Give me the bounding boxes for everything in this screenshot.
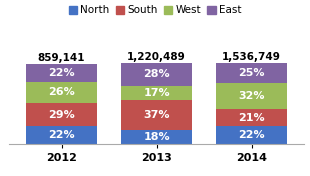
Bar	[121, 86, 192, 100]
Text: 21%: 21%	[238, 113, 265, 123]
Bar	[216, 109, 287, 126]
Text: 1,536,749: 1,536,749	[222, 52, 281, 62]
Bar	[216, 83, 287, 109]
Bar	[26, 82, 97, 103]
Text: 26%: 26%	[48, 87, 75, 97]
Bar	[26, 103, 97, 126]
Bar	[121, 130, 192, 144]
Text: 17%: 17%	[143, 88, 170, 98]
Text: 32%: 32%	[238, 91, 265, 101]
Text: 859,141: 859,141	[38, 53, 85, 63]
Text: 22%: 22%	[48, 130, 75, 140]
Text: 25%: 25%	[238, 68, 265, 78]
Text: 29%: 29%	[48, 110, 75, 120]
Bar	[216, 63, 287, 83]
Legend: North, South, West, East: North, South, West, East	[69, 5, 241, 15]
Text: 22%: 22%	[238, 130, 265, 140]
Bar	[26, 64, 97, 82]
Bar	[121, 100, 192, 130]
Bar	[121, 63, 192, 86]
Text: 18%: 18%	[143, 132, 170, 142]
Text: 37%: 37%	[143, 110, 170, 120]
Text: 1,220,489: 1,220,489	[127, 52, 186, 62]
Bar	[26, 126, 97, 144]
Bar	[216, 126, 287, 144]
Text: 22%: 22%	[48, 68, 75, 78]
Text: 28%: 28%	[143, 70, 170, 79]
